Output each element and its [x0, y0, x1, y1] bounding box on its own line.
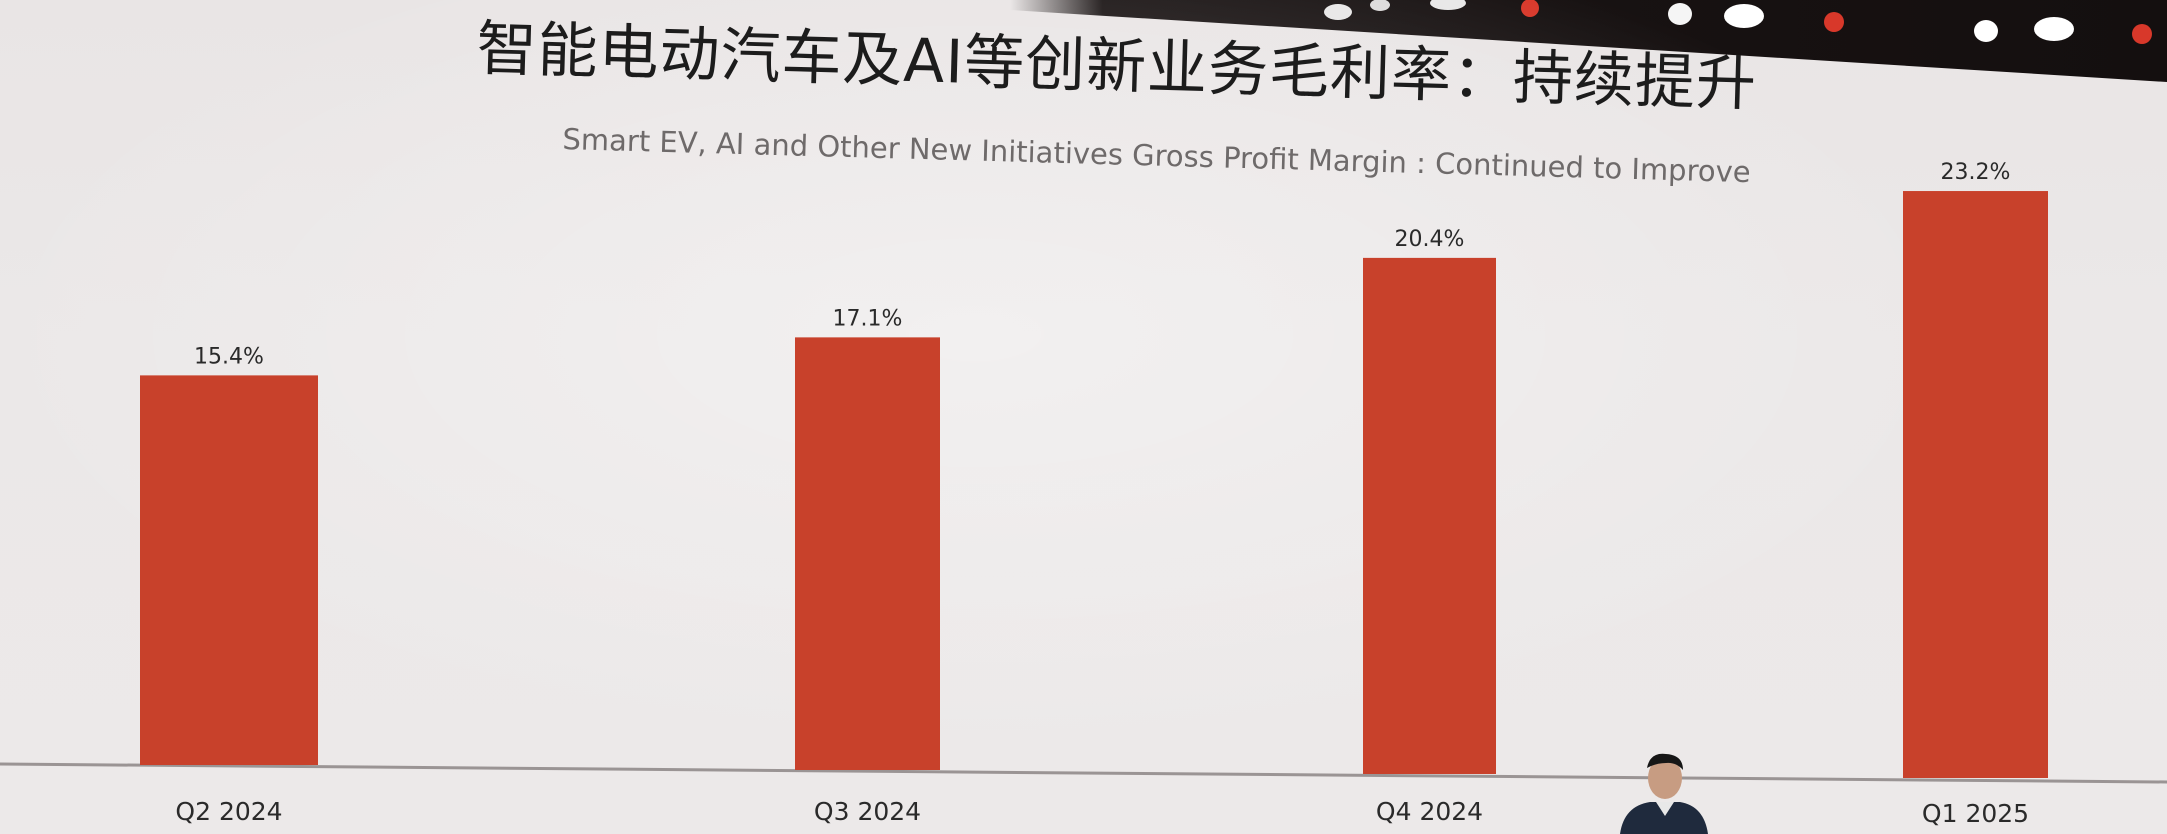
x-tick-label: Q2 2024: [175, 797, 282, 826]
x-tick-label: Q3 2024: [814, 797, 921, 826]
bar-q4-2024: [1363, 257, 1496, 774]
data-label: 20.4%: [1395, 227, 1465, 252]
data-label: 17.1%: [833, 306, 903, 331]
x-tick-label: Q4 2024: [1376, 797, 1483, 826]
x-tick-label: Q1 2025: [1922, 799, 2029, 828]
label-group: 15.4% Q2 2024 17.1% Q3 2024 20.4% Q4 2024 23.2…: [175, 160, 2029, 828]
bar-group: [140, 191, 2048, 779]
bar-q1-2025: [1903, 191, 2048, 779]
data-label: 15.4%: [194, 344, 264, 369]
bar-q2-2024: [140, 375, 318, 765]
presenter-figure: [1620, 753, 1708, 834]
x-axis-baseline: [0, 762, 2167, 784]
bar-q3-2024: [795, 337, 940, 770]
data-label: 23.2%: [1941, 160, 2011, 185]
